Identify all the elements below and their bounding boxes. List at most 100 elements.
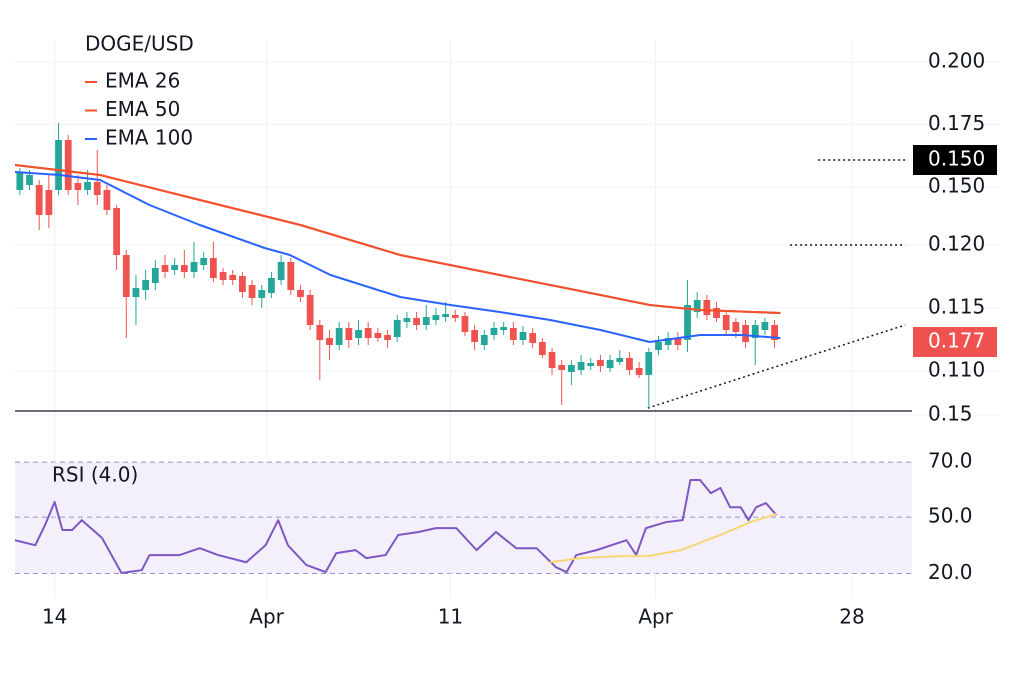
candle-body	[142, 280, 150, 290]
candle-body	[461, 316, 469, 332]
candle-body	[413, 318, 420, 325]
candle-body	[442, 314, 449, 317]
price-marker-label: 0.150	[928, 147, 985, 171]
candle-body	[655, 342, 662, 350]
candle-body	[722, 315, 730, 330]
candle-body	[674, 338, 682, 345]
candle-body	[451, 315, 459, 318]
candle-body	[161, 265, 169, 272]
price-marker	[913, 327, 997, 357]
candle-body	[113, 208, 120, 255]
candle-body	[548, 352, 556, 368]
candle-body	[558, 365, 566, 370]
rsi-title: RSI (4.0)	[52, 463, 138, 487]
candle-body	[229, 275, 237, 280]
candle-body	[345, 328, 353, 340]
y-tick-label: 0.150	[928, 174, 985, 198]
candle-body	[151, 268, 159, 283]
y-tick-label: 70.0	[928, 449, 973, 473]
candle-body	[771, 325, 778, 340]
candle-body	[364, 328, 372, 338]
candle-body	[703, 300, 711, 315]
legend-label: EMA 50	[105, 97, 180, 121]
chart-title: DOGE/USD	[85, 32, 194, 56]
x-tick-label: 14	[42, 605, 67, 629]
line-series	[14, 171, 781, 343]
candle-body	[509, 328, 517, 340]
candle-body	[122, 255, 130, 297]
candle-body	[471, 330, 479, 342]
candle-body	[180, 265, 188, 272]
candle-body	[664, 338, 672, 345]
dotted-line	[647, 324, 906, 409]
x-tick-label: 28	[839, 605, 864, 629]
line-series	[14, 164, 781, 314]
candle-body	[480, 335, 488, 345]
x-tick-label: 11	[438, 605, 463, 629]
line-series	[14, 478, 778, 574]
candle-body	[374, 333, 382, 338]
candle-body	[287, 262, 295, 290]
line-series	[549, 513, 777, 564]
candle-body	[26, 175, 33, 185]
legend-label: EMA 100	[105, 126, 193, 150]
price-marker	[913, 145, 997, 175]
y-tick-label: 50.0	[928, 504, 973, 528]
candle-body	[248, 285, 256, 298]
candle-body	[432, 315, 440, 320]
candle-body	[529, 333, 537, 343]
candle-body	[277, 262, 285, 280]
candle-body	[326, 338, 333, 345]
candle-body	[35, 185, 43, 215]
y-tick-label: 20.0	[928, 560, 973, 584]
candle-body	[84, 182, 91, 190]
candle-body	[751, 325, 759, 338]
y-tick-label: 0.200	[928, 49, 985, 73]
candle-body	[93, 182, 101, 195]
candle-body	[268, 278, 275, 293]
candle-body	[519, 332, 527, 340]
candle-body	[219, 272, 227, 280]
candle-body	[239, 276, 246, 292]
candle-body	[490, 328, 498, 335]
candle-body	[171, 265, 179, 270]
candle-body	[306, 295, 314, 325]
x-tick-label: Apr	[638, 605, 673, 629]
legend-label: EMA 26	[105, 69, 180, 93]
candle-body	[393, 320, 401, 337]
candle-body	[355, 330, 362, 338]
candle-body	[693, 300, 701, 312]
candle-body	[16, 172, 24, 190]
candle-body	[684, 305, 691, 340]
candle-body	[384, 335, 391, 340]
candle-body	[626, 358, 633, 370]
candle-body	[335, 328, 343, 345]
price-marker-label: 0.177	[928, 329, 985, 353]
y-tick-label: 0.15	[928, 402, 973, 426]
candle-body	[597, 360, 604, 366]
candle-body	[74, 183, 82, 190]
candle-body	[742, 325, 749, 342]
candle-body	[209, 258, 217, 278]
candle-body	[761, 322, 769, 330]
y-tick-label: 0.120	[928, 232, 985, 256]
candle-body	[190, 262, 198, 272]
candle-body	[635, 368, 643, 375]
candle-body	[568, 365, 575, 372]
candle-body	[132, 288, 140, 297]
candle-body	[587, 363, 595, 366]
x-tick-label: Apr	[249, 605, 284, 629]
candle-body	[577, 362, 585, 370]
y-tick-label: 0.115	[928, 295, 985, 319]
candle-body	[64, 140, 72, 190]
candle-body	[732, 322, 740, 332]
candle-body	[258, 290, 266, 298]
y-tick-label: 0.175	[928, 111, 985, 135]
candle-body	[297, 290, 304, 297]
candle-body	[538, 342, 546, 355]
candle-body	[606, 360, 614, 368]
candle-body	[713, 308, 720, 318]
candle-body	[422, 317, 430, 325]
